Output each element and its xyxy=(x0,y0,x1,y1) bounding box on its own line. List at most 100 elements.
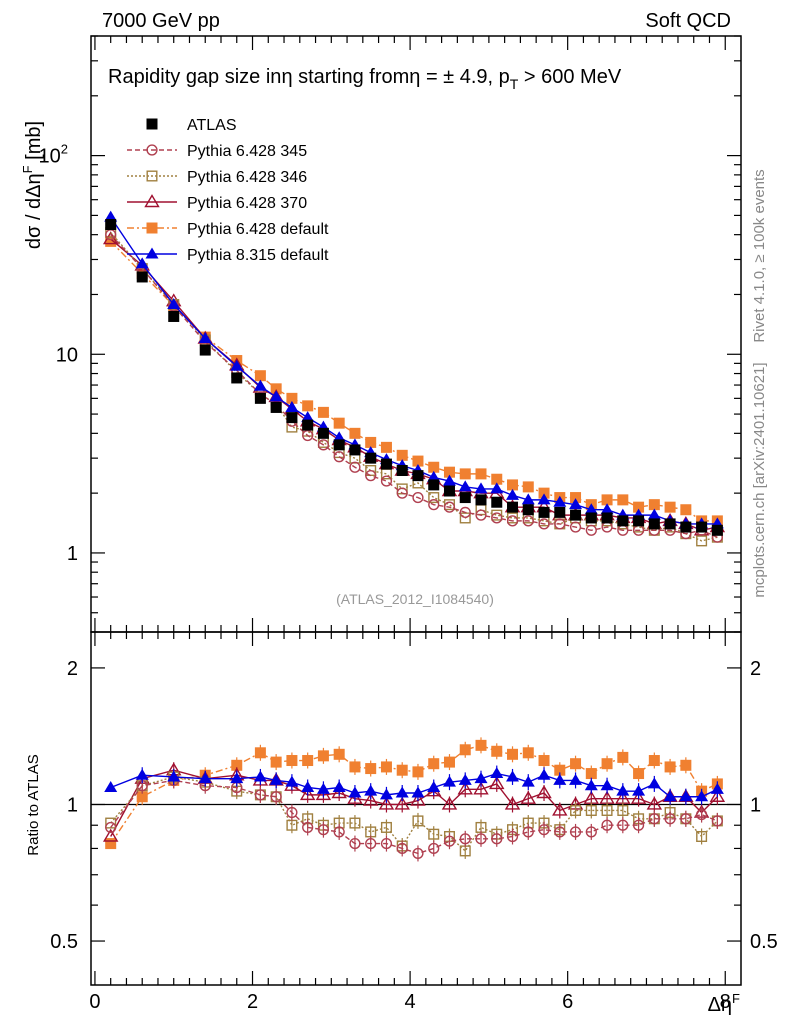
data-point xyxy=(396,465,408,477)
data-point xyxy=(647,508,661,520)
data-point xyxy=(428,461,440,473)
ratio-data-point xyxy=(457,781,473,795)
ratio-data-point xyxy=(585,804,597,816)
plot-title-part-d: > 600 MeV xyxy=(518,66,622,88)
ratio-data-point xyxy=(302,755,314,767)
legend-item: Pythia 6.428 370 xyxy=(127,194,307,212)
ratio-plot-panel: 0.5 0.5 1 1 2 2 0 2 4 6 8 Ratio to ATLAS ΔηF xyxy=(25,631,778,1016)
ratio-series-group xyxy=(102,737,726,862)
x-tick-label: 8 xyxy=(720,991,731,1013)
series-pythia-6-428-370 xyxy=(102,231,726,536)
plot-title-part-c: η = ± 4.9, p xyxy=(409,66,510,88)
ratio-data-point xyxy=(428,828,440,840)
data-point xyxy=(459,468,471,480)
ratio-data-point xyxy=(680,813,692,825)
legend-item: Pythia 6.428 default xyxy=(127,221,329,238)
ratio-data-point xyxy=(585,826,597,838)
data-point xyxy=(269,390,283,402)
ratio-data-point xyxy=(553,773,567,785)
data-point xyxy=(301,411,315,423)
ratio-data-point xyxy=(442,775,456,787)
legend-item: Pythia 6.428 346 xyxy=(127,169,307,186)
plot-title-part-a: Rapidity gap size in xyxy=(108,66,281,88)
ratio-data-point xyxy=(136,791,148,803)
ratio-y-tick-label-right: 1 xyxy=(750,794,761,816)
ratio-data-point xyxy=(254,789,266,801)
data-point xyxy=(333,451,345,463)
ratio-data-point xyxy=(347,790,363,804)
ratio-data-point xyxy=(632,819,645,831)
ratio-data-point xyxy=(664,813,676,825)
ratio-data-point xyxy=(231,759,243,771)
ratio-y-tick-label: 1 xyxy=(67,794,78,816)
data-point xyxy=(396,449,408,461)
data-point xyxy=(680,521,692,533)
ratio-data-point xyxy=(395,786,409,798)
legend-label: Pythia 6.428 default xyxy=(187,221,329,238)
ratio-data-point xyxy=(254,747,266,759)
plot-title-sub: T xyxy=(510,76,519,92)
ratio-data-point xyxy=(711,815,723,827)
data-point xyxy=(475,509,487,521)
series-atlas xyxy=(105,219,723,536)
data-point xyxy=(521,493,535,505)
ratio-data-point xyxy=(412,847,424,860)
data-point xyxy=(553,495,567,507)
data-point xyxy=(365,452,377,464)
data-point xyxy=(254,370,266,382)
ratio-data-point xyxy=(632,784,646,796)
ratio-data-point xyxy=(198,772,212,784)
data-point xyxy=(554,506,566,518)
data-point xyxy=(538,506,550,518)
ratio-data-point xyxy=(332,781,346,793)
data-point xyxy=(253,379,267,391)
ratio-data-point xyxy=(333,826,345,838)
ratio-data-point xyxy=(299,786,316,801)
data-point xyxy=(168,310,180,322)
ratio-data-point xyxy=(617,804,629,816)
data-point xyxy=(302,419,314,431)
legend-marker xyxy=(146,170,158,182)
data-point xyxy=(569,498,583,510)
ratio-data-point xyxy=(601,819,613,831)
x-axis-label-sup: F xyxy=(732,991,740,1006)
ratio-data-point xyxy=(647,777,661,789)
data-point xyxy=(522,515,534,527)
data-point xyxy=(491,496,503,508)
ratio-y-axis-label: Ratio to ATLAS xyxy=(25,754,42,855)
ratio-data-point xyxy=(317,824,330,836)
ratio-data-point xyxy=(315,786,332,801)
ratio-data-point xyxy=(507,748,519,760)
data-point xyxy=(506,488,520,500)
ratio-y-tick-label-right: 2 xyxy=(750,658,761,680)
x-tick-label: 2 xyxy=(247,991,258,1013)
data-point xyxy=(286,412,298,424)
data-point xyxy=(633,501,645,513)
data-point xyxy=(349,444,361,456)
data-point xyxy=(198,332,212,344)
data-point xyxy=(167,298,181,310)
data-point xyxy=(365,436,377,448)
data-point xyxy=(380,441,392,453)
ratio-data-point xyxy=(270,791,282,803)
main-y-axis-label-a: dσ / dΔη xyxy=(23,173,45,249)
ratio-data-point xyxy=(412,815,424,827)
ratio-data-point xyxy=(365,837,377,850)
ratio-data-point xyxy=(648,755,660,767)
data-point xyxy=(458,480,472,492)
ratio-data-point xyxy=(349,837,361,850)
main-y-tick-label: 10 xyxy=(56,344,78,366)
ratio-data-point xyxy=(410,792,426,806)
ratio-data-point xyxy=(362,792,379,806)
ratio-y-tick-label-right: 0.5 xyxy=(750,931,778,953)
ratio-data-point xyxy=(663,790,677,802)
data-point xyxy=(585,512,597,524)
analysis-watermark: (ATLAS_2012_I1084540) xyxy=(336,591,494,607)
data-point xyxy=(105,219,117,231)
ratio-data-point xyxy=(348,786,362,798)
data-point xyxy=(475,494,487,506)
ratio-data-point xyxy=(569,773,583,785)
data-point xyxy=(664,501,676,513)
ratio-data-point xyxy=(633,768,645,780)
